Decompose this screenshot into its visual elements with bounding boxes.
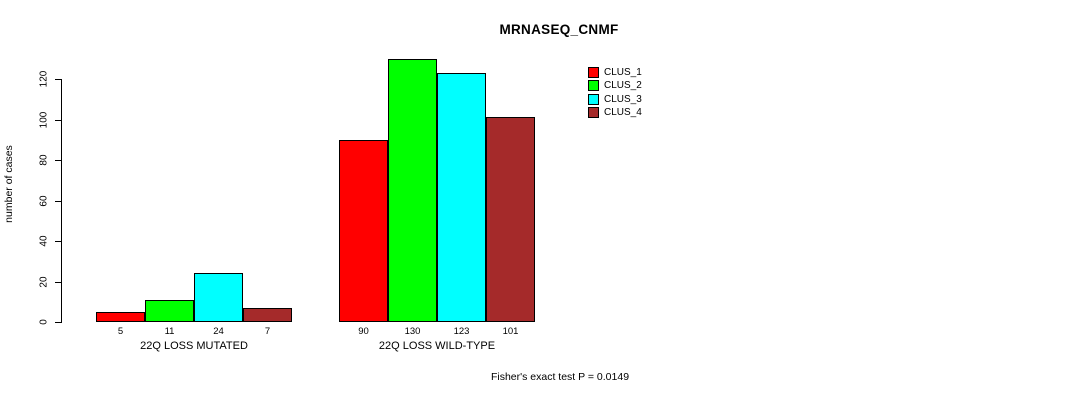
legend-item-clus_4: CLUS_4 [588, 106, 642, 119]
legend-item-clus_1: CLUS_1 [588, 66, 642, 79]
bar-clus_2-group1 [145, 299, 194, 322]
bar-value-label: 5 [117, 326, 124, 337]
y-tick-label: 40 [38, 235, 50, 247]
stat-annotation: Fisher's exact test P = 0.0149 [490, 371, 630, 383]
legend-item-clus_3: CLUS_3 [588, 93, 642, 106]
legend-swatch-clus_1 [588, 67, 599, 79]
bar-clus_3-group1 [194, 273, 243, 322]
bar-value-label: 101 [502, 326, 519, 337]
legend: CLUS_1 CLUS_2 CLUS_3 CLUS_4 [588, 66, 642, 119]
legend-swatch-clus_2 [588, 80, 599, 92]
legend-label: CLUS_4 [604, 107, 642, 119]
bar-clus_3-group2 [437, 72, 486, 322]
y-tick-mark [55, 160, 62, 161]
x-category-label-mutated: 22Q LOSS MUTATED [140, 340, 248, 352]
bar-clus_4-group1 [243, 307, 292, 322]
y-tick-label: 0 [38, 319, 50, 325]
bar-clus_1-group2 [339, 139, 388, 322]
y-tick-label: 120 [38, 70, 50, 88]
bar-clus_1-group1 [96, 311, 145, 322]
legend-label: CLUS_3 [604, 93, 642, 105]
legend-swatch-clus_4 [588, 107, 599, 119]
y-tick-mark [55, 281, 62, 283]
y-tick-label: 100 [38, 111, 50, 128]
bar-value-label: 24 [213, 326, 224, 337]
bar-value-label: 7 [264, 326, 271, 337]
y-axis-label: number of cases [3, 145, 15, 223]
bar-value-label: 90 [358, 326, 369, 337]
y-tick-mark [55, 200, 62, 202]
y-tick-mark [55, 241, 62, 242]
y-tick-mark [55, 119, 62, 121]
legend-label: CLUS_2 [604, 80, 642, 92]
y-tick-label: 60 [38, 194, 50, 207]
legend-item-clus_2: CLUS_2 [588, 79, 642, 92]
y-tick-label: 80 [38, 154, 50, 166]
chart-title: MRNASEQ_CNMF [499, 22, 619, 37]
x-category-label-wildtype: 22Q LOSS WILD-TYPE [378, 340, 496, 352]
y-tick-mark [55, 79, 62, 80]
bar-value-label: 11 [164, 326, 175, 337]
bar-clus_2-group2 [388, 58, 437, 322]
y-tick-label: 20 [38, 275, 50, 288]
bar-value-label: 130 [404, 326, 421, 337]
legend-label: CLUS_1 [604, 67, 642, 79]
bar-value-label: 123 [453, 326, 470, 337]
y-tick-mark [55, 322, 62, 323]
bar-clus_4-group2 [486, 117, 535, 322]
legend-swatch-clus_3 [588, 93, 599, 105]
